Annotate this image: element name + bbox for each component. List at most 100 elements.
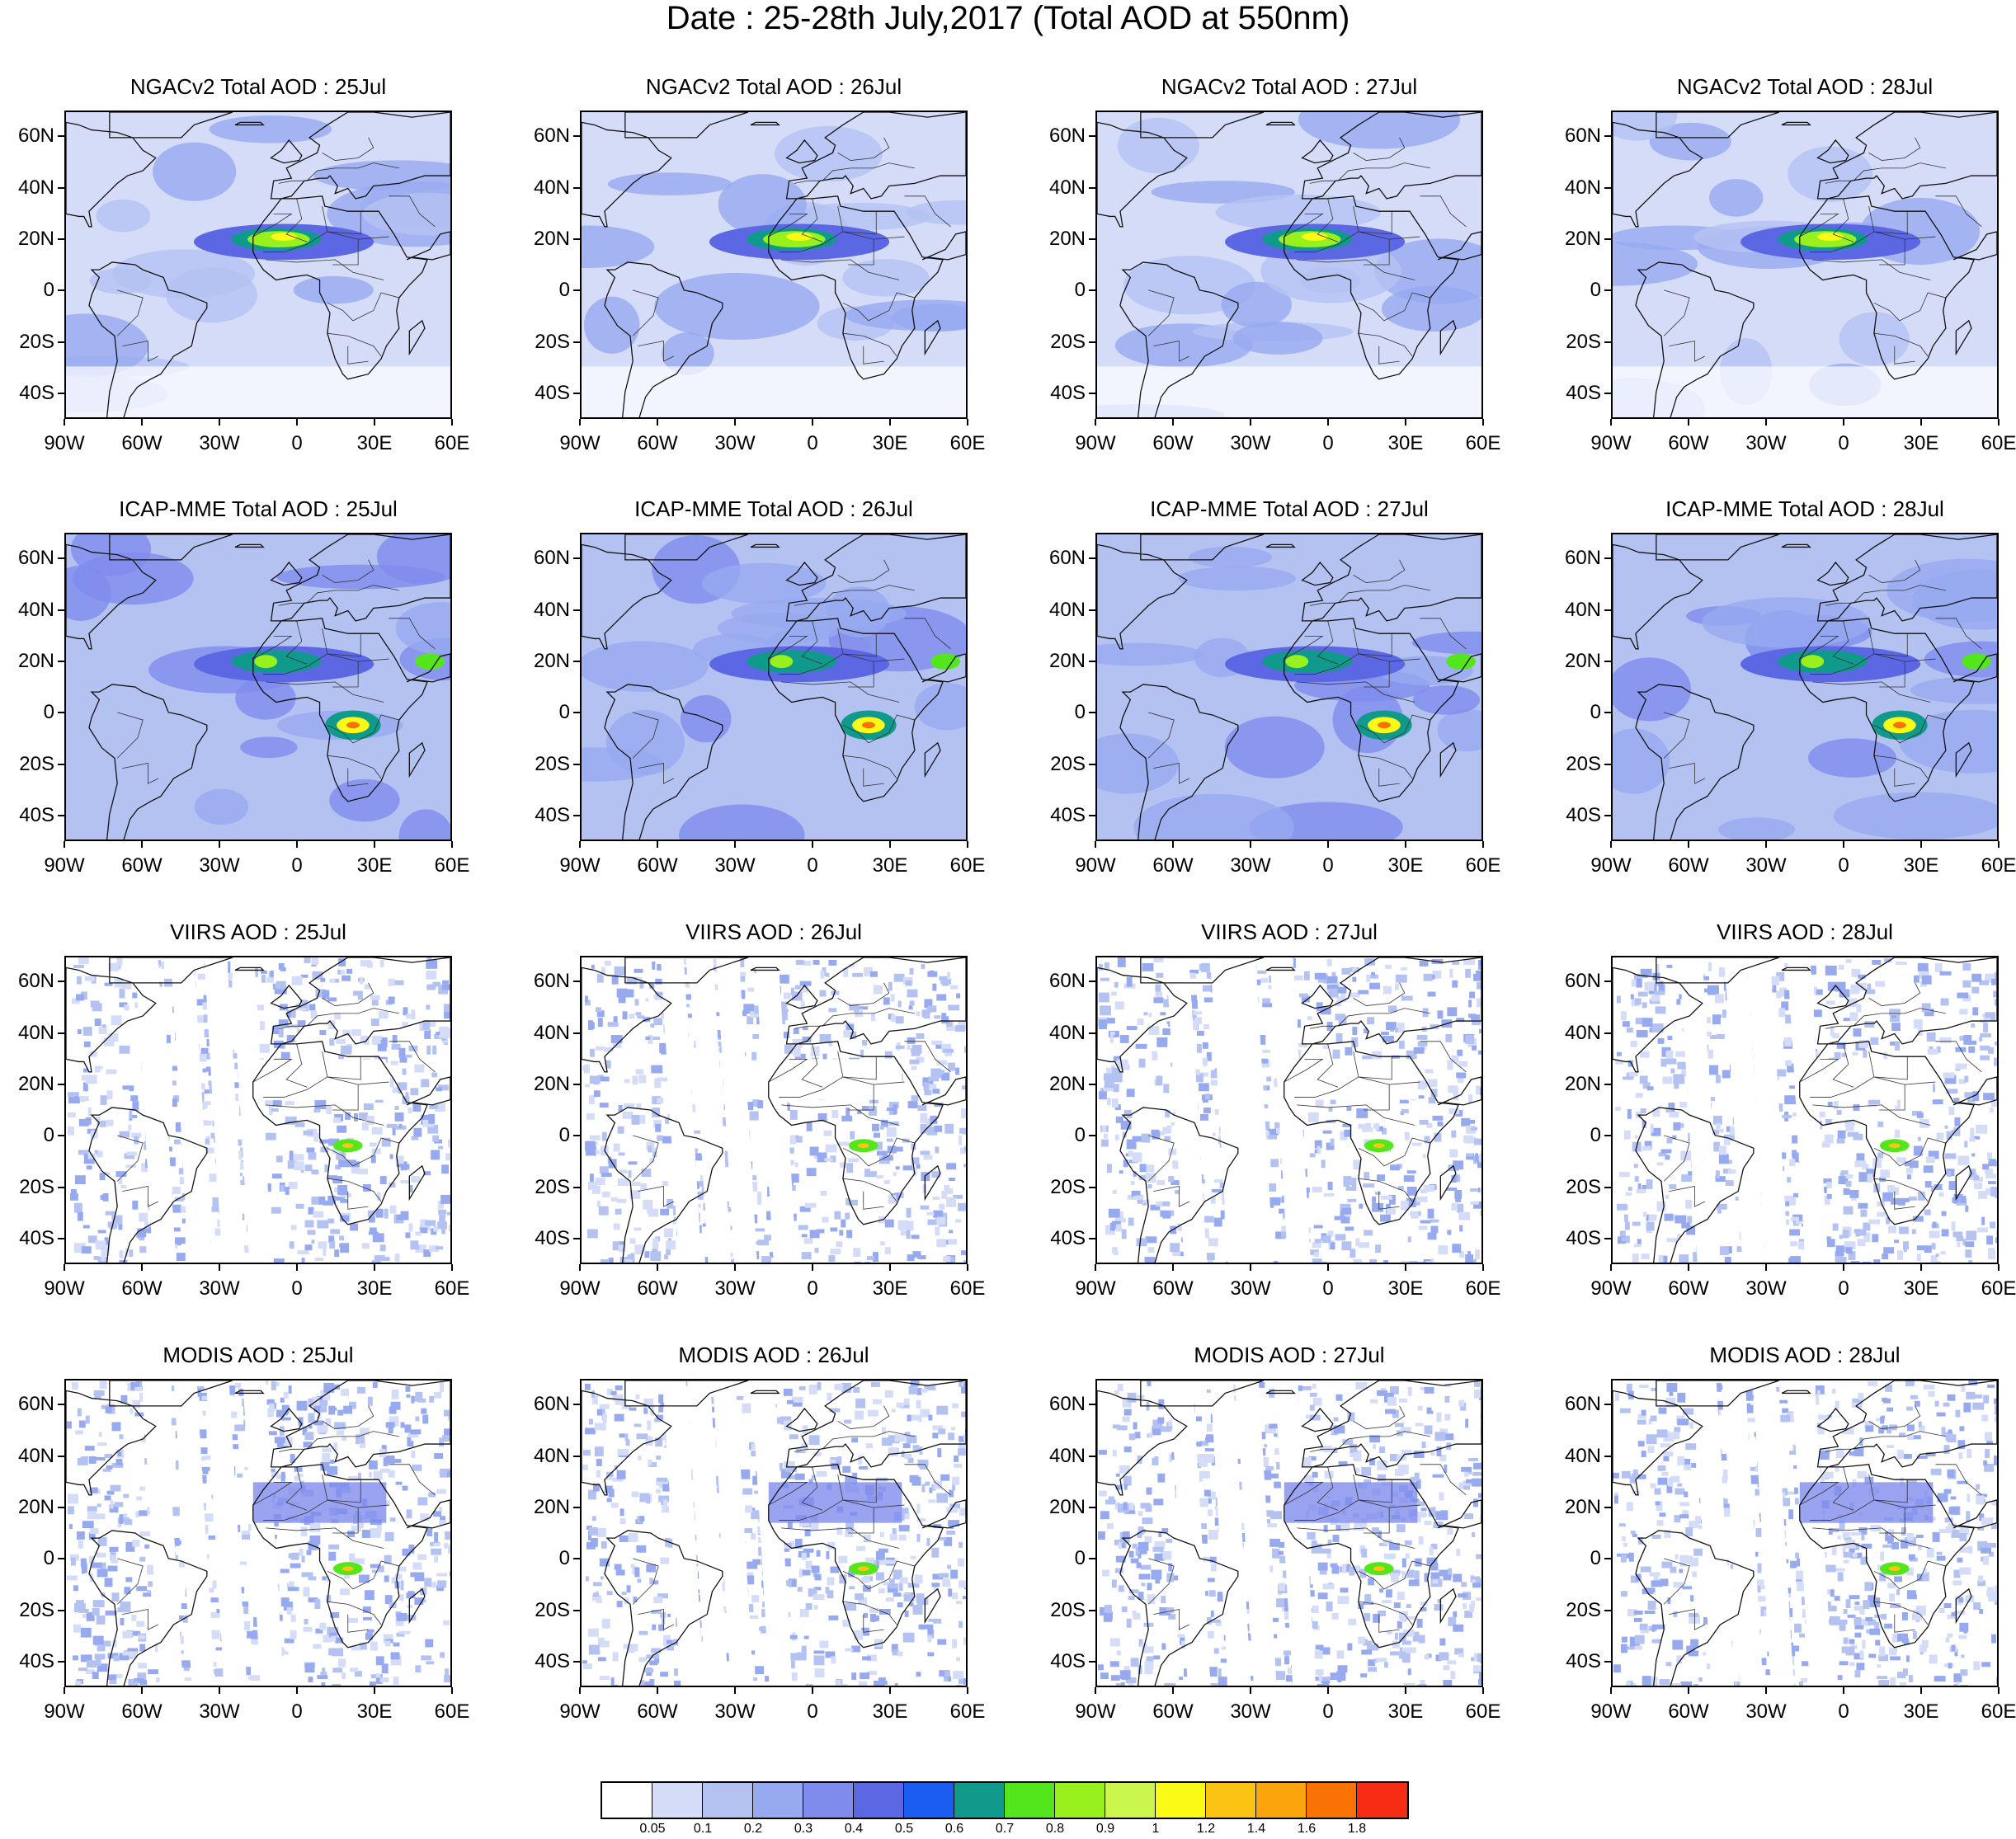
lon-tick-label: 0 <box>807 434 817 454</box>
colorbar-swatch <box>1156 1783 1206 1818</box>
lon-tick-label: 90W <box>559 1702 600 1722</box>
lat-tick-label: 40S <box>1547 1652 1601 1672</box>
lat-tick <box>58 238 64 240</box>
lon-tick-label: 30E <box>1388 1279 1424 1299</box>
lat-tick <box>1604 289 1611 291</box>
lon-tick-label: 60E <box>950 1702 986 1722</box>
lat-tick <box>58 609 64 611</box>
lat-tick <box>1089 557 1095 559</box>
lat-tick <box>1089 393 1095 394</box>
lon-tick <box>1405 841 1406 848</box>
lat-tick-label: 40N <box>516 600 570 620</box>
lat-tick-label: 20N <box>1031 1075 1086 1094</box>
lon-tick <box>889 1264 891 1271</box>
lon-tick <box>64 419 65 426</box>
aod-map <box>1095 1379 1483 1687</box>
lon-tick-label: 60E <box>1466 1279 1501 1299</box>
lon-tick <box>296 1264 298 1271</box>
lat-tick <box>573 661 580 662</box>
lat-tick-label: 40S <box>0 1229 54 1249</box>
lat-tick <box>573 815 580 816</box>
lat-tick-label: 0 <box>1547 1549 1601 1569</box>
lat-tick <box>58 1610 64 1611</box>
lat-tick-label: 60N <box>1547 126 1601 146</box>
lon-tick <box>374 1687 375 1694</box>
lat-tick <box>573 393 580 394</box>
lon-tick <box>1998 1687 2000 1694</box>
lat-tick <box>1089 661 1095 662</box>
lon-tick-label: 90W <box>1075 1279 1115 1299</box>
lon-tick-label: 60W <box>121 856 162 876</box>
lat-tick-label: 20N <box>516 1498 570 1517</box>
lat-tick <box>58 1456 64 1457</box>
lat-tick-label: 20N <box>516 229 570 249</box>
lat-tick <box>573 1032 580 1034</box>
lat-tick <box>1604 238 1611 240</box>
lat-tick-label: 40N <box>1031 178 1086 198</box>
lon-tick <box>812 1264 813 1271</box>
lat-tick-label: 40N <box>0 1446 54 1466</box>
colorbar-label: 1.4 <box>1247 1823 1265 1836</box>
colorbar-label: 1.8 <box>1348 1823 1366 1836</box>
lat-tick-label: 40N <box>1031 1023 1086 1043</box>
lat-tick <box>58 661 64 662</box>
panel-title: VIIRS AOD : 27Jul <box>1095 920 1483 944</box>
lat-tick-label: 0 <box>516 1549 570 1569</box>
lon-tick <box>579 841 581 848</box>
colorbar-swatch <box>1105 1783 1156 1818</box>
lon-tick <box>812 1687 813 1694</box>
lat-tick-label: 40S <box>516 1652 570 1672</box>
lon-tick <box>1920 1687 1922 1694</box>
lat-tick-label: 0 <box>0 1549 54 1569</box>
lat-tick-label: 20N <box>0 1075 54 1094</box>
lon-tick <box>1610 1687 1612 1694</box>
lon-tick <box>296 419 298 426</box>
lat-tick <box>58 1032 64 1034</box>
aod-map <box>1611 111 1999 419</box>
lon-tick-label: 90W <box>559 1279 600 1299</box>
lon-tick <box>1482 1687 1484 1694</box>
lon-tick <box>1920 419 1922 426</box>
lon-tick-label: 30E <box>1388 1702 1424 1722</box>
lat-tick <box>573 1456 580 1457</box>
lon-tick-label: 60W <box>637 1702 677 1722</box>
lat-tick <box>573 1558 580 1559</box>
lon-tick <box>1998 1264 2000 1271</box>
lat-tick <box>1089 609 1095 611</box>
colorbar-swatch <box>1256 1783 1307 1818</box>
aod-map <box>1611 956 1999 1264</box>
lat-tick <box>58 557 64 559</box>
lon-tick-label: 60E <box>950 856 986 876</box>
lat-tick <box>1089 815 1095 816</box>
lon-tick-label: 60E <box>950 434 986 454</box>
colorbar-swatch <box>1055 1783 1105 1818</box>
lon-tick-label: 60E <box>950 1279 986 1299</box>
lon-tick <box>141 1687 143 1694</box>
lat-tick <box>58 1661 64 1663</box>
lat-tick-label: 40S <box>1031 1229 1086 1249</box>
lon-tick-label: 30W <box>1230 434 1270 454</box>
lon-tick <box>889 1687 891 1694</box>
lon-tick-label: 60W <box>1668 1702 1708 1722</box>
lat-tick-label: 0 <box>516 280 570 300</box>
lat-tick-label: 60N <box>0 971 54 991</box>
lat-tick <box>573 609 580 611</box>
lat-tick-label: 40N <box>1547 1446 1601 1466</box>
lon-tick-label: 60E <box>1981 1702 2016 1722</box>
lat-tick <box>1604 1456 1611 1457</box>
lat-tick <box>58 712 64 713</box>
colorbar-label: 0.3 <box>794 1823 813 1836</box>
lon-tick <box>1095 1264 1096 1271</box>
lat-tick-label: 40S <box>0 1652 54 1672</box>
lat-tick-label: 0 <box>0 280 54 300</box>
lon-tick-label: 60E <box>435 1279 470 1299</box>
lon-tick-label: 30W <box>1230 1279 1270 1299</box>
lon-tick <box>1172 841 1174 848</box>
lat-tick <box>1604 815 1611 816</box>
lon-tick-label: 60E <box>435 1702 470 1722</box>
lon-tick <box>374 841 375 848</box>
lon-tick <box>1765 419 1767 426</box>
